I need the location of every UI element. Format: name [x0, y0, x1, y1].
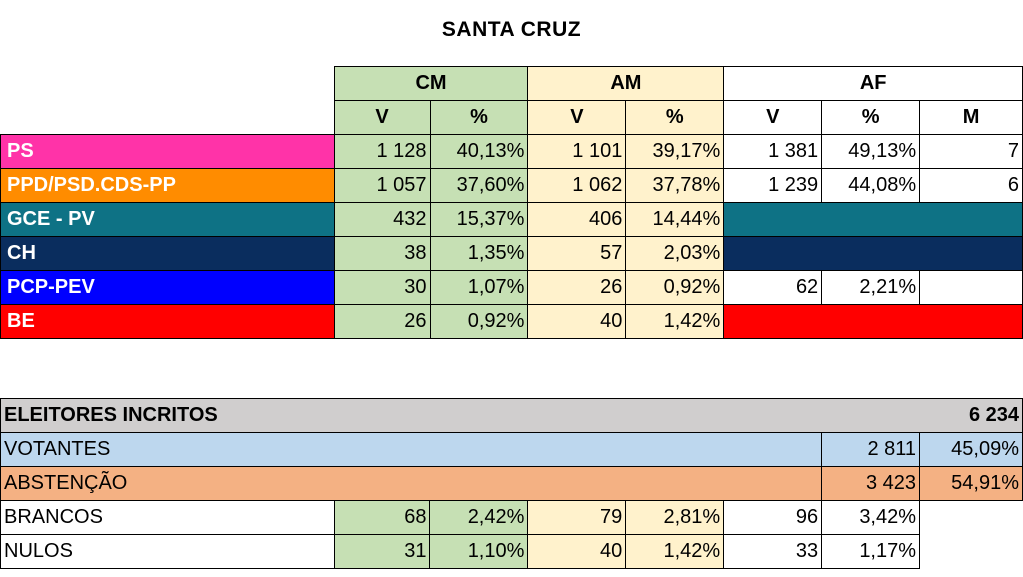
- col-cm-pct: %: [429, 100, 529, 135]
- column-header-row: V % V % V % M: [1, 100, 1023, 135]
- abstencao-pct: 54,91%: [919, 466, 1023, 501]
- am-pct: 0,92%: [625, 270, 725, 305]
- eleitores-label: ELEITORES INCRITOS: [0, 398, 920, 433]
- cm-votes: 38: [333, 236, 431, 271]
- col-af-pct: %: [821, 100, 921, 135]
- nulos-af-v: 33: [723, 534, 823, 569]
- party-row: PS 1 128 40,13% 1 101 39,17% 1 381 49,13% 7: [0, 134, 1023, 169]
- votantes-row: VOTANTES 2 811 45,09%: [0, 432, 1023, 467]
- group-header-row: CM AM AF: [1, 66, 1023, 101]
- party-rows: PS 1 128 40,13% 1 101 39,17% 1 381 49,13% 7 PPD/…: [0, 134, 1023, 339]
- empty-cell: [920, 501, 1023, 535]
- cm-votes: 1 128: [333, 134, 431, 169]
- cm-pct: 1,07%: [429, 270, 529, 305]
- corner-cell: [1, 101, 335, 135]
- brancos-af-v: 96: [723, 500, 823, 535]
- party-name: PPD/PSD.CDS-PP: [0, 168, 335, 203]
- am-votes: 26: [527, 270, 627, 305]
- party-name: CH: [0, 236, 335, 271]
- cm-votes: 26: [333, 304, 431, 339]
- af-mandates: 7: [919, 134, 1023, 169]
- cm-votes: 30: [333, 270, 431, 305]
- nulos-row: NULOS 31 1,10% 40 1,42% 33 1,17%: [0, 534, 1023, 569]
- party-name: PS: [0, 134, 335, 169]
- votantes-pct: 45,09%: [919, 432, 1023, 467]
- nulos-am-pct: 1,42%: [625, 534, 725, 569]
- am-votes: 57: [527, 236, 627, 271]
- brancos-af-pct: 3,42%: [821, 500, 921, 535]
- group-cm: CM: [333, 66, 529, 101]
- cm-votes: 432: [333, 202, 431, 237]
- empty-cell: [920, 535, 1023, 569]
- col-cm-v: V: [333, 100, 431, 135]
- brancos-label: BRANCOS: [0, 500, 335, 535]
- results-table: CM AM AF V % V % V % M PS 1 128 40,13% 1 10…: [0, 66, 1023, 339]
- am-votes: 1 062: [527, 168, 627, 203]
- cm-pct: 0,92%: [429, 304, 529, 339]
- votantes-value: 2 811: [821, 432, 921, 467]
- col-am-v: V: [527, 100, 627, 135]
- af-votes: 1 381: [723, 134, 823, 169]
- party-row: GCE - PV 432 15,37% 406 14,44%: [0, 202, 1023, 237]
- party-row: PPD/PSD.CDS-PP 1 057 37,60% 1 062 37,78% 1 23…: [0, 168, 1023, 203]
- af-mandates: [919, 270, 1023, 305]
- col-af-v: V: [723, 100, 823, 135]
- am-pct: 2,03%: [625, 236, 725, 271]
- abstencao-label: ABSTENÇÃO: [0, 466, 823, 501]
- af-votes: 1 239: [723, 168, 823, 203]
- af-pct: 49,13%: [821, 134, 921, 169]
- corner-cell: [1, 67, 335, 101]
- af-fill: [723, 304, 1023, 339]
- abstencao-value: 3 423: [821, 466, 921, 501]
- votantes-label: VOTANTES: [0, 432, 823, 467]
- brancos-cm-v: 68: [333, 500, 431, 535]
- nulos-af-pct: 1,17%: [821, 534, 921, 569]
- brancos-am-v: 79: [527, 500, 627, 535]
- eleitores-row: ELEITORES INCRITOS 6 234: [0, 398, 1023, 433]
- col-am-pct: %: [625, 100, 725, 135]
- party-row: PCP-PEV 30 1,07% 26 0,92% 62 2,21%: [0, 270, 1023, 305]
- eleitores-value: 6 234: [919, 398, 1023, 433]
- brancos-am-pct: 2,81%: [625, 500, 725, 535]
- party-name: GCE - PV: [0, 202, 335, 237]
- am-pct: 39,17%: [625, 134, 725, 169]
- party-name: BE: [0, 304, 335, 339]
- am-votes: 40: [527, 304, 627, 339]
- af-votes: 62: [723, 270, 823, 305]
- af-fill: [723, 236, 1023, 271]
- nulos-am-v: 40: [527, 534, 627, 569]
- cm-pct: 40,13%: [429, 134, 529, 169]
- col-af-m: M: [919, 100, 1023, 135]
- summary-table: ELEITORES INCRITOS 6 234 VOTANTES 2 811 …: [0, 398, 1023, 569]
- am-votes: 1 101: [527, 134, 627, 169]
- af-mandates: 6: [919, 168, 1023, 203]
- nulos-label: NULOS: [0, 534, 335, 569]
- cm-pct: 37,60%: [429, 168, 529, 203]
- am-pct: 1,42%: [625, 304, 725, 339]
- page-title: SANTA CRUZ: [441, 18, 582, 41]
- af-pct: 2,21%: [821, 270, 921, 305]
- cm-pct: 15,37%: [429, 202, 529, 237]
- party-row: BE 26 0,92% 40 1,42%: [0, 304, 1023, 339]
- af-fill: [723, 202, 1023, 237]
- nulos-cm-v: 31: [333, 534, 431, 569]
- party-name: PCP-PEV: [0, 270, 335, 305]
- cm-votes: 1 057: [333, 168, 431, 203]
- am-pct: 14,44%: [625, 202, 725, 237]
- abstencao-row: ABSTENÇÃO 3 423 54,91%: [0, 466, 1023, 501]
- am-votes: 406: [527, 202, 627, 237]
- group-am: AM: [527, 66, 725, 101]
- af-pct: 44,08%: [821, 168, 921, 203]
- brancos-cm-pct: 2,42%: [429, 500, 529, 535]
- am-pct: 37,78%: [625, 168, 725, 203]
- brancos-row: BRANCOS 68 2,42% 79 2,81% 96 3,42%: [0, 500, 1023, 535]
- nulos-cm-pct: 1,10%: [429, 534, 529, 569]
- cm-pct: 1,35%: [429, 236, 529, 271]
- party-row: CH 38 1,35% 57 2,03%: [0, 236, 1023, 271]
- group-af: AF: [723, 66, 1023, 101]
